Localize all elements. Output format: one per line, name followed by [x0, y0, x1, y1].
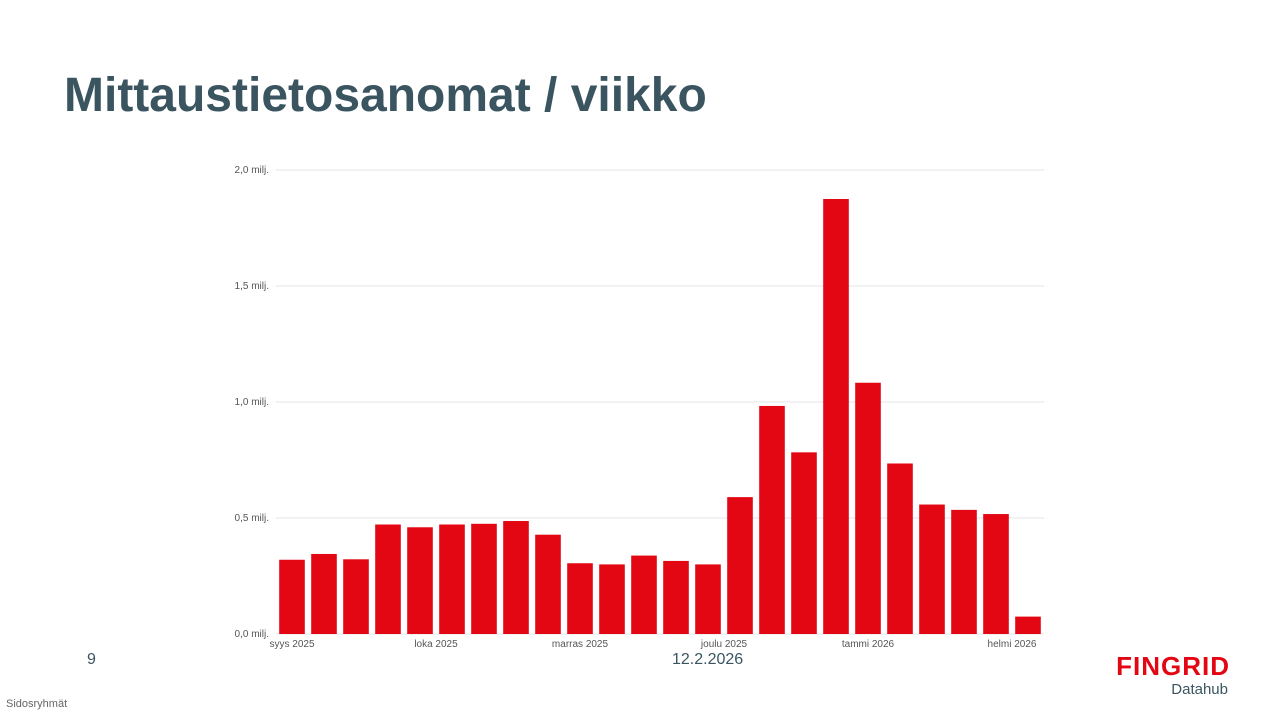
bar-11	[631, 555, 657, 634]
bar-10	[599, 564, 625, 634]
bar-2	[343, 559, 369, 634]
fingrid-logo: FINGRID Datahub	[1098, 651, 1230, 699]
x-tick-label-0: syys 2025	[269, 639, 314, 650]
bar-22	[983, 514, 1009, 634]
bar-17	[823, 199, 849, 634]
bar-8	[535, 534, 561, 634]
bar-14	[727, 497, 753, 634]
bar-16	[791, 452, 817, 634]
x-axis-labels: syys 2025 loka 2025 marras 2025 joulu 2025 t…	[269, 639, 1036, 650]
y-tick-label-1: 0,5 milj.	[235, 513, 269, 524]
logo-subtitle: Datahub	[1171, 681, 1228, 698]
y-axis-labels: 0,0 milj. 0,5 milj. 1,0 milj. 1,5 milj. 2,0 …	[235, 165, 269, 640]
bar-3	[375, 524, 401, 634]
y-tick-label-4: 2,0 milj.	[235, 165, 269, 176]
bar-15	[759, 405, 785, 634]
x-tick-label-5: helmi 2026	[988, 639, 1037, 650]
slide-date: 12.2.2026	[672, 651, 744, 668]
page-number: 9	[87, 651, 96, 668]
bars	[279, 199, 1041, 634]
y-tick-label-2: 1,0 milj.	[235, 397, 269, 408]
bar-20	[919, 504, 945, 634]
x-tick-label-4: tammi 2026	[842, 639, 895, 650]
bar-4	[407, 527, 433, 634]
x-tick-label-1: loka 2025	[414, 639, 458, 650]
gridlines	[276, 169, 1044, 635]
bar-23	[1015, 616, 1041, 634]
bar-21	[951, 509, 977, 634]
y-tick-label-3: 1,5 milj.	[235, 281, 269, 292]
bar-5	[439, 524, 465, 634]
bar-9	[567, 563, 593, 634]
x-tick-label-3: joulu 2025	[700, 639, 748, 650]
bar-0	[279, 559, 305, 634]
bar-7	[503, 521, 529, 634]
logo-name: FINGRID	[1116, 651, 1230, 681]
bar-19	[887, 463, 913, 634]
x-tick-label-2: marras 2025	[552, 639, 609, 650]
bar-13	[695, 564, 721, 634]
bar-18	[855, 382, 881, 634]
bar-6	[471, 523, 497, 634]
bar-1	[311, 553, 337, 634]
bar-12	[663, 560, 689, 634]
y-tick-label-0: 0,0 milj.	[235, 629, 269, 640]
slide-title: Mittaustietosanomat / viikko	[64, 69, 707, 122]
footer-section-label: Sidosryhmät	[6, 698, 68, 710]
